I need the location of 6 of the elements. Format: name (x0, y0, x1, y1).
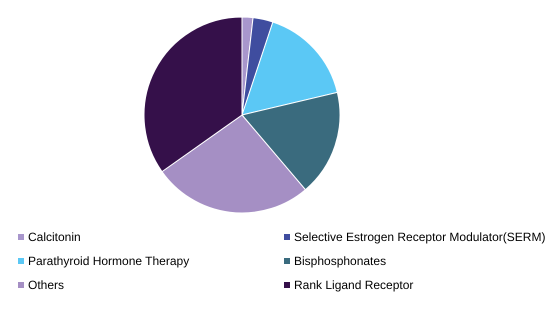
legend-label: Rank Ligand Receptor (294, 278, 414, 292)
legend-label: Selective Estrogen Receptor Modulator(SERM) (294, 230, 546, 244)
legend-label: Others (28, 278, 64, 292)
legend-label: Calcitonin (28, 230, 81, 244)
legend-label: Bisphosphonates (294, 254, 386, 268)
legend-label: Parathyroid Hormone Therapy (28, 254, 190, 268)
